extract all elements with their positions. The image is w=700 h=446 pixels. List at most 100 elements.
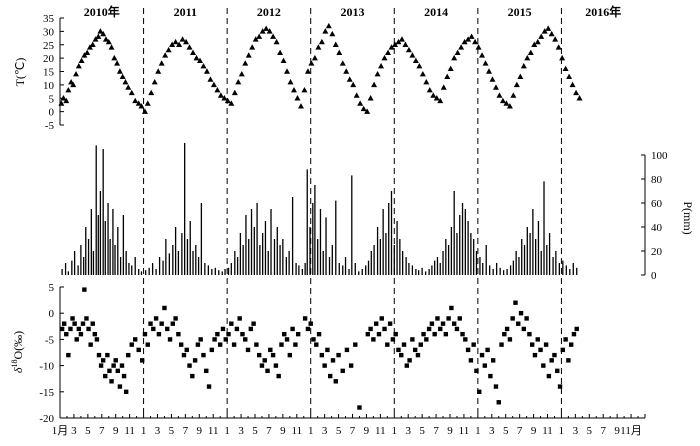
- delta18o-point: [245, 347, 251, 353]
- delta18o-point: [129, 342, 134, 347]
- temperature-point: [409, 52, 416, 58]
- delta18o-point: [226, 331, 231, 337]
- temperature-point: [256, 33, 263, 39]
- temperature-point: [60, 95, 67, 101]
- delta18o-point: [382, 326, 387, 332]
- delta18o-point: [151, 326, 156, 332]
- delta18o-point: [426, 326, 432, 332]
- delta18o-point: [401, 342, 407, 347]
- delta18o-point: [206, 384, 212, 389]
- delta18o-point: [438, 326, 443, 332]
- delta18o-point: [178, 342, 184, 347]
- delta18o-point: [229, 321, 234, 326]
- delta18o-point: [316, 331, 322, 337]
- delta18o-point: [111, 363, 116, 368]
- x-tick-label: 3: [238, 425, 244, 437]
- temperature-point: [374, 70, 381, 77]
- delta18o-point: [251, 321, 256, 326]
- delta18o-point: [410, 337, 415, 342]
- temperature-point: [75, 62, 82, 69]
- temperature-point: [433, 95, 440, 101]
- delta18o-point: [105, 352, 110, 358]
- temperature-point: [270, 33, 277, 39]
- delta18o-point: [399, 352, 404, 358]
- temperature-point: [231, 89, 238, 96]
- temperature-point: [440, 84, 447, 90]
- temperature-point: [304, 68, 311, 74]
- temperature-point: [367, 95, 374, 101]
- delta18o-point: [295, 331, 301, 337]
- precipitation-y-tick-label: 100: [651, 150, 668, 162]
- temperature-series: [58, 22, 583, 114]
- temperature-point: [524, 54, 531, 61]
- delta18o-series: [59, 287, 579, 410]
- temperature-point: [541, 28, 548, 34]
- delta18o-point: [107, 368, 112, 374]
- temperature-point: [353, 92, 360, 98]
- delta18o-point: [220, 326, 226, 332]
- precipitation-y-tick-label: 80: [651, 174, 663, 186]
- temperature-point: [520, 62, 527, 69]
- precipitation-axis-title: P(mm): [681, 201, 695, 234]
- delta18o-y-tick-label: 0: [49, 308, 55, 320]
- delta18o-point: [563, 337, 568, 342]
- delta18o-point: [86, 326, 91, 332]
- delta18o-point: [311, 337, 316, 342]
- delta18o-point: [167, 337, 173, 342]
- temperature-point: [273, 38, 280, 45]
- delta18o-point: [136, 347, 141, 353]
- delta18o-point: [109, 379, 114, 384]
- delta18o-title-delta: δ: [11, 367, 25, 373]
- delta18o-point: [190, 373, 195, 379]
- delta18o-point: [325, 347, 330, 353]
- delta18o-point: [482, 363, 488, 368]
- temperature-point: [183, 38, 190, 45]
- temperature-point: [486, 68, 492, 74]
- x-tick-label: 9: [614, 425, 620, 437]
- x-tick-label: 11: [375, 425, 386, 437]
- temperature-point: [555, 44, 562, 50]
- temperature-point: [360, 105, 367, 112]
- temperature-point: [125, 84, 132, 90]
- temperature-point: [58, 100, 65, 106]
- delta18o-point: [479, 352, 485, 358]
- temperature-point: [207, 76, 214, 82]
- delta18o-point: [94, 337, 100, 342]
- x-tick-label: 9: [197, 425, 203, 437]
- year-label: 2013: [341, 5, 365, 19]
- temperature-point: [472, 38, 479, 45]
- delta18o-point: [407, 358, 412, 363]
- delta18o-point: [566, 358, 571, 363]
- temperature-point: [242, 60, 249, 66]
- x-tick-label: 5: [587, 425, 593, 437]
- x-tick-label: 1: [392, 425, 398, 437]
- temperature-point: [284, 68, 291, 74]
- delta18o-point: [499, 342, 504, 347]
- temperature-point: [179, 36, 186, 42]
- temperature-axis-title: T(℃): [13, 58, 27, 87]
- delta18o-title-rest: O(‰): [11, 331, 25, 360]
- temperature-point: [548, 30, 555, 37]
- temperature-point: [144, 100, 151, 106]
- x-tick-label: 9: [531, 425, 537, 437]
- temperature-point: [531, 41, 538, 47]
- x-tick-label: 1: [475, 425, 481, 437]
- delta18o-point: [333, 379, 338, 384]
- temperature-point: [200, 62, 207, 69]
- delta18o-point: [82, 287, 87, 292]
- x-tick-label: 9: [113, 425, 119, 437]
- delta18o-point: [314, 342, 319, 347]
- temperature-y-tick-label: -5: [45, 120, 55, 132]
- x-tick-label: 1: [559, 425, 565, 437]
- temperature-point: [172, 38, 179, 45]
- year-label: 2012: [257, 5, 281, 19]
- year-label: 2015: [508, 5, 532, 19]
- temperature-point: [315, 44, 322, 50]
- delta18o-point: [474, 368, 479, 374]
- delta18o-point: [96, 352, 102, 358]
- temperature-point: [357, 100, 364, 106]
- temperature-point: [65, 87, 72, 93]
- x-tick-label: 3: [155, 425, 161, 437]
- delta18o-point: [451, 321, 457, 326]
- delta18o-point: [262, 358, 267, 363]
